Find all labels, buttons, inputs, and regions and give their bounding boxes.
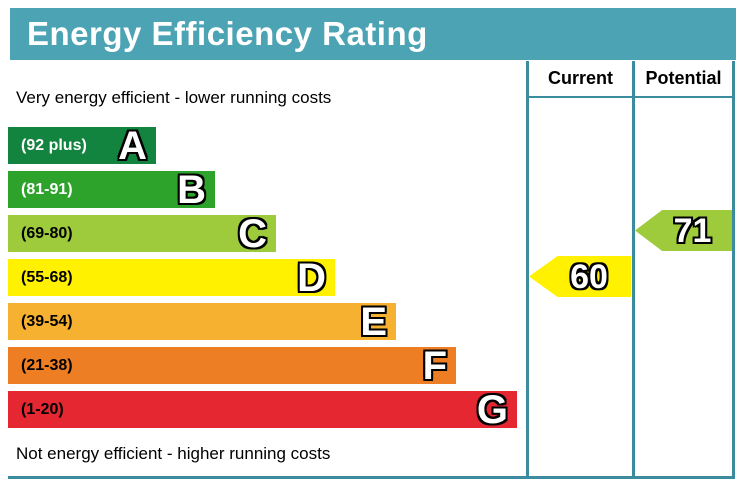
divider-current-potential [632,61,635,479]
band-g-letter: G [476,387,508,432]
potential-rating-arrow: 71 [635,210,732,251]
band-d-letter: D [297,255,326,300]
band-g-range: (1-20) [21,400,64,418]
potential-rating-value: 71 [673,211,712,250]
bottom-note: Not energy efficient - higher running co… [16,444,331,463]
current-rating-value: 60 [570,257,608,296]
band-e-range: (39-54) [21,312,73,330]
band-d: (55-68) D [8,255,335,300]
table-bottom-border [8,476,735,479]
band-b-range: (81-91) [21,180,73,198]
band-e: (39-54) E [8,299,396,344]
top-note: Very energy efficient - lower running co… [16,88,332,107]
band-b-letter: B [177,167,206,212]
band-g: (1-20) G [8,387,517,432]
band-f-range: (21-38) [21,356,73,374]
band-c: (69-80) C [8,211,276,256]
header-underline [526,96,735,98]
band-f-letter: F [422,343,447,388]
band-f: (21-38) F [8,343,456,388]
band-c-range: (69-80) [21,224,73,242]
current-rating-arrow: 60 [529,256,631,297]
current-column-header: Current [547,68,613,88]
band-a-range: (92 plus) [21,136,87,154]
divider-main-current [526,61,529,479]
title-bar: Energy Efficiency Rating [10,8,736,60]
band-e-letter: E [360,299,387,344]
band-a-letter: A [118,123,147,168]
band-c-letter: C [238,211,267,256]
table-right-border [732,61,735,479]
band-b: (81-91) B [8,167,215,212]
band-d-range: (55-68) [21,268,73,286]
potential-column-header: Potential [645,68,722,88]
page-title: Energy Efficiency Rating [27,15,428,52]
band-a: (92 plus) A [8,123,156,168]
